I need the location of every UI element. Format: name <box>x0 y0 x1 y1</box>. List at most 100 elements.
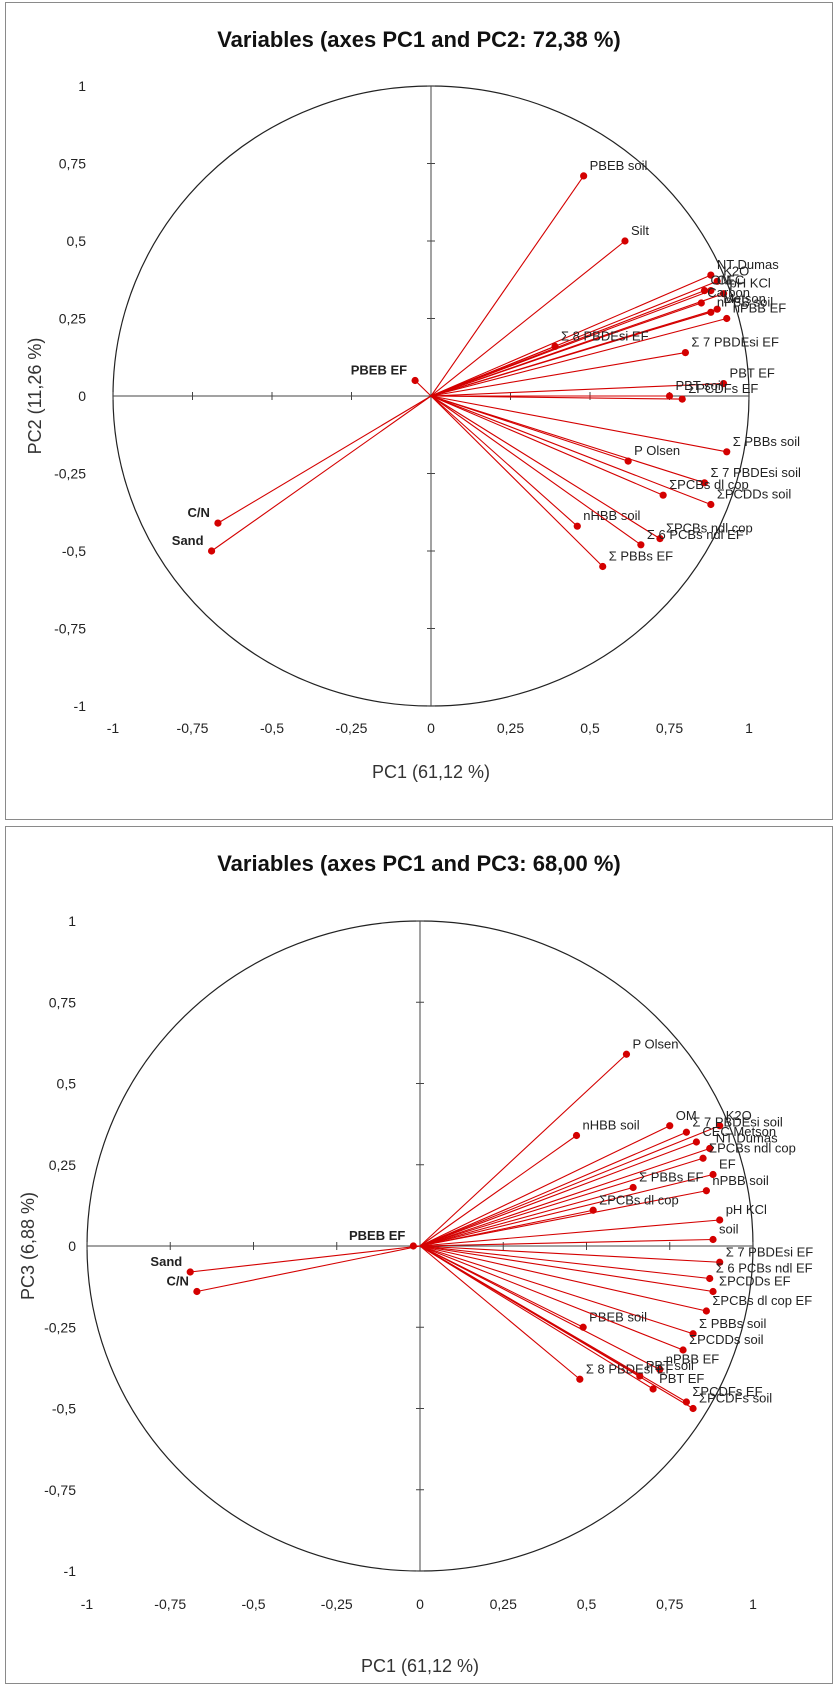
loading-vector <box>420 1246 710 1279</box>
loading-point <box>682 349 689 356</box>
x-tick-label: -1 <box>81 1596 94 1612</box>
variable-label: ΣPCDFs soil <box>699 1391 772 1406</box>
variable-label: P Olsen <box>634 443 680 458</box>
loading-point <box>683 1129 690 1136</box>
variable-label: C/N <box>188 505 210 520</box>
y-tick-label: 0,25 <box>49 1157 76 1173</box>
loading-point <box>703 1187 710 1194</box>
loading-point <box>630 1184 637 1191</box>
y-tick-label: 0,5 <box>57 1076 77 1092</box>
variable-label: pH KCl <box>726 1202 767 1217</box>
variable-label: P Olsen <box>632 1036 678 1051</box>
loading-vector <box>420 1246 580 1379</box>
x-tick-label: -0,5 <box>241 1596 265 1612</box>
variable-label: ΣPCDDs EF <box>719 1274 791 1289</box>
loading-point <box>208 547 215 554</box>
loading-point <box>666 1122 673 1129</box>
variable-label: nPBB soil <box>712 1173 768 1188</box>
y-tick-label: 1 <box>78 78 86 94</box>
loading-vector <box>420 1246 693 1409</box>
chart-panel-pc1-pc3: Variables (axes PC1 and PC3: 68,00 %) -1… <box>5 826 833 1684</box>
y-axis-label: PC2 (11,26 %) <box>25 338 45 455</box>
loading-point <box>573 1132 580 1139</box>
y-tick-label: 0,75 <box>59 156 86 172</box>
loading-point <box>703 1307 710 1314</box>
y-tick-label: 1 <box>68 913 76 929</box>
loading-vector <box>420 1246 720 1262</box>
variable-label: Σ PBBs EF <box>639 1170 703 1185</box>
loading-vector <box>420 1132 686 1246</box>
variable-label: PBEB soil <box>590 158 648 173</box>
variable-label: Silt <box>631 223 649 238</box>
variable-label: ΣPCDDs soil <box>717 487 792 502</box>
loading-point <box>193 1288 200 1295</box>
loading-vector <box>431 396 603 567</box>
loading-vector <box>420 1246 683 1350</box>
variable-label: Σ 8 PBDEsi EF <box>561 328 649 343</box>
x-tick-label: 0,5 <box>577 1596 597 1612</box>
loading-point <box>689 1405 696 1412</box>
x-tick-label: -0,75 <box>154 1596 186 1612</box>
y-tick-label: -0,5 <box>62 543 86 559</box>
loading-point <box>723 448 730 455</box>
loading-point <box>637 541 644 548</box>
loading-point <box>707 309 714 316</box>
variable-label: PBEB EF <box>351 363 407 378</box>
variable-label: ΣPCBs dl cop EF <box>712 1293 812 1308</box>
loading-point <box>580 172 587 179</box>
chart-panel-pc1-pc2: Variables (axes PC1 and PC2: 72,38 %) -1… <box>5 2 833 820</box>
loading-point <box>707 501 714 508</box>
y-tick-label: -0,75 <box>54 621 86 637</box>
y-axis-label: PC3 (6,88 %) <box>18 1192 38 1300</box>
variable-label: ΣPCDFs EF <box>688 381 758 396</box>
variable-label: Σ PBBs soil <box>733 434 800 449</box>
loading-vector <box>431 353 685 396</box>
variable-label: EF <box>719 1157 736 1172</box>
loading-point <box>709 1236 716 1243</box>
y-tick-label: 0,75 <box>49 994 76 1010</box>
loading-point <box>599 563 606 570</box>
variable-label: PBT EF <box>730 366 775 381</box>
y-tick-label: -0,25 <box>54 466 86 482</box>
y-tick-label: -1 <box>64 1563 77 1579</box>
loading-point <box>590 1207 597 1214</box>
loading-vector <box>431 303 701 396</box>
loading-point <box>693 1138 700 1145</box>
loading-vector <box>431 312 711 396</box>
variable-label: Sand <box>150 1254 182 1269</box>
loading-point <box>621 237 628 244</box>
loading-point <box>214 520 221 527</box>
loading-point <box>623 1051 630 1058</box>
variable-label: ΣPCBs dl cop <box>599 1192 679 1207</box>
loading-point <box>412 377 419 384</box>
x-tick-label: 0 <box>416 1596 424 1612</box>
x-axis-label: PC1 (61,12 %) <box>361 1656 479 1676</box>
x-tick-label: 0,75 <box>656 720 683 736</box>
correlation-circle-plot: -1 1 -0,75 0,75 -0,5 0,5 -0,25 0,25 0 0 0,25 -0,25 0… <box>6 827 832 1683</box>
loading-vector <box>190 1246 420 1272</box>
variable-label: Σ 7 PBDEsi EF <box>726 1244 814 1259</box>
y-tick-label: 0,25 <box>59 311 86 327</box>
loading-point <box>698 299 705 306</box>
x-tick-label: 0,25 <box>490 1596 517 1612</box>
x-tick-label: 0,75 <box>656 1596 683 1612</box>
x-tick-label: 0,25 <box>497 720 524 736</box>
loading-vector <box>420 1240 713 1247</box>
loading-vector <box>420 1175 713 1247</box>
loading-vector <box>197 1246 420 1292</box>
variable-label: C/N <box>166 1274 188 1289</box>
loading-vector <box>420 1246 693 1334</box>
y-tick-label: -1 <box>74 698 87 714</box>
loading-vector <box>431 396 577 526</box>
variable-label: ΣPCBs ndl cop <box>709 1140 796 1155</box>
loading-point <box>660 492 667 499</box>
variable-label: Σ PBBs soil <box>699 1316 766 1331</box>
x-tick-label: -0,25 <box>321 1596 353 1612</box>
loading-vector <box>431 241 625 396</box>
variable-label: Σ 6 PCBs ndl EF <box>647 527 744 542</box>
y-tick-label: 0 <box>78 388 86 404</box>
x-tick-label: 0 <box>427 720 435 736</box>
correlation-circle-plot: -1 1 -0,75 0,75 -0,5 0,5 -0,25 0,25 0 0 0,25 -0,25 0… <box>6 3 832 819</box>
loading-point <box>706 1275 713 1282</box>
variable-label: nHBB soil <box>583 1118 640 1133</box>
